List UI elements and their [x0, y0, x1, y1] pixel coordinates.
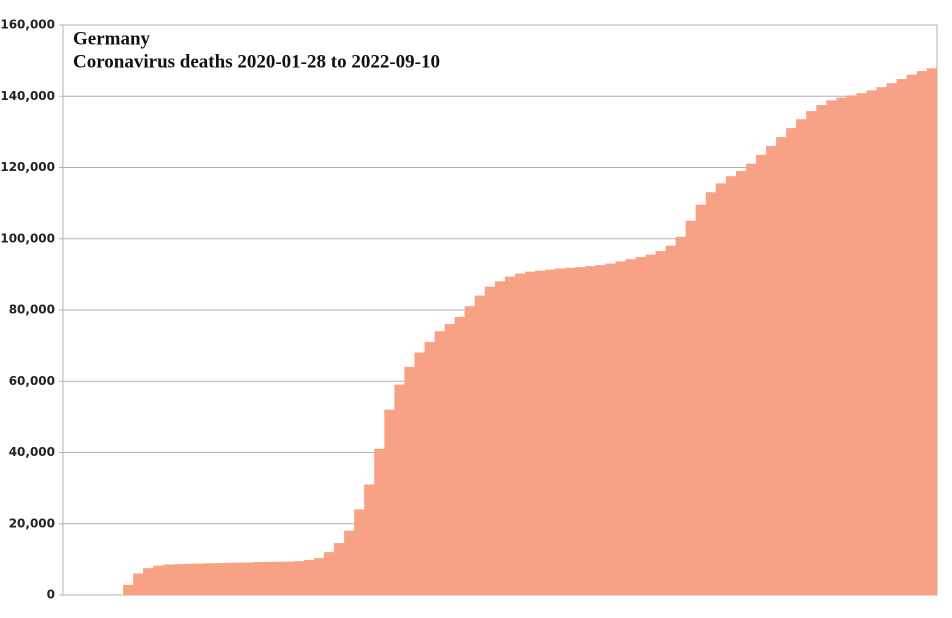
- bar: [163, 564, 174, 596]
- chart-title: Germany: [73, 28, 151, 49]
- bar: [776, 137, 787, 596]
- bar: [715, 183, 727, 596]
- y-tick-label: 80,000: [9, 303, 55, 317]
- bar: [605, 263, 616, 596]
- bar: [535, 270, 546, 596]
- y-tick-label: 60,000: [9, 374, 55, 388]
- bar: [575, 267, 586, 596]
- bar: [223, 562, 234, 596]
- bar: [334, 543, 345, 596]
- bar: [565, 267, 576, 596]
- bar: [213, 563, 224, 596]
- bar: [846, 95, 857, 596]
- bar: [816, 105, 827, 596]
- bar: [233, 562, 244, 596]
- bar: [324, 552, 335, 596]
- bar: [193, 563, 204, 596]
- bar: [424, 341, 435, 596]
- bar: [545, 269, 556, 596]
- bar: [916, 71, 928, 596]
- bar: [263, 561, 275, 596]
- bar: [303, 559, 315, 596]
- bar: [183, 563, 194, 596]
- bar: [886, 83, 897, 596]
- bar: [645, 254, 656, 596]
- bar: [404, 366, 415, 596]
- bar: [555, 268, 566, 596]
- bar: [826, 100, 837, 596]
- bar: [786, 128, 797, 596]
- bar: [454, 316, 465, 596]
- bar: [655, 251, 666, 596]
- bar: [585, 266, 596, 596]
- bar: [243, 562, 255, 596]
- y-tick-label: 40,000: [9, 445, 55, 459]
- bar: [796, 119, 807, 596]
- bar: [876, 87, 887, 596]
- bar: [745, 163, 757, 596]
- bar: [514, 273, 526, 596]
- bar: [685, 220, 697, 596]
- bar: [364, 484, 375, 596]
- bar: [906, 74, 918, 596]
- bar: [344, 530, 355, 596]
- bar: [474, 295, 486, 596]
- bar: [595, 264, 606, 596]
- bar: [695, 204, 707, 596]
- bar: [484, 286, 496, 596]
- bar: [153, 565, 164, 596]
- bar: [283, 561, 295, 596]
- bar: [635, 257, 646, 596]
- bar: [313, 558, 325, 596]
- bar: [384, 409, 395, 596]
- y-tick-label: 120,000: [0, 160, 55, 174]
- y-tick-label: 100,000: [0, 231, 55, 245]
- bar: [123, 584, 134, 596]
- bar: [675, 236, 687, 596]
- bar: [203, 563, 214, 596]
- y-tick-label: 20,000: [9, 516, 55, 530]
- bar: [394, 384, 405, 596]
- bar: [665, 245, 676, 596]
- bar: [434, 331, 445, 596]
- bar: [926, 68, 938, 596]
- bar: [143, 568, 154, 596]
- bar: [806, 111, 817, 596]
- bar: [756, 154, 767, 596]
- bar: [173, 564, 184, 596]
- axis: 0 20,000 40,000 60,000 80,000 100,000 120,000 1…: [0, 18, 63, 602]
- bar: [735, 170, 747, 596]
- bar: [494, 281, 506, 596]
- bar: [253, 562, 265, 596]
- bar: [444, 324, 455, 596]
- y-tick-label: 160,000: [0, 18, 55, 32]
- bar: [725, 176, 737, 596]
- bar: [504, 276, 516, 596]
- bar: [464, 306, 476, 596]
- bar: [524, 271, 536, 596]
- bar: [354, 509, 365, 596]
- bar: [374, 448, 385, 596]
- bar: [414, 352, 425, 596]
- bar: [836, 97, 847, 596]
- bars: [123, 68, 938, 596]
- bar: [625, 259, 636, 596]
- bar: [896, 79, 908, 596]
- y-tick-label: 140,000: [0, 89, 55, 103]
- bar: [866, 90, 877, 596]
- bar: [273, 561, 285, 596]
- chart-subtitle: Coronavirus deaths 2020-01-28 to 2022-09…: [73, 51, 440, 72]
- bar: [293, 561, 305, 596]
- bar: [766, 145, 777, 596]
- bar: [615, 261, 626, 596]
- y-tick-label: 0: [47, 588, 55, 602]
- bar: [856, 93, 867, 596]
- bar: [133, 573, 144, 596]
- bar: [705, 192, 717, 596]
